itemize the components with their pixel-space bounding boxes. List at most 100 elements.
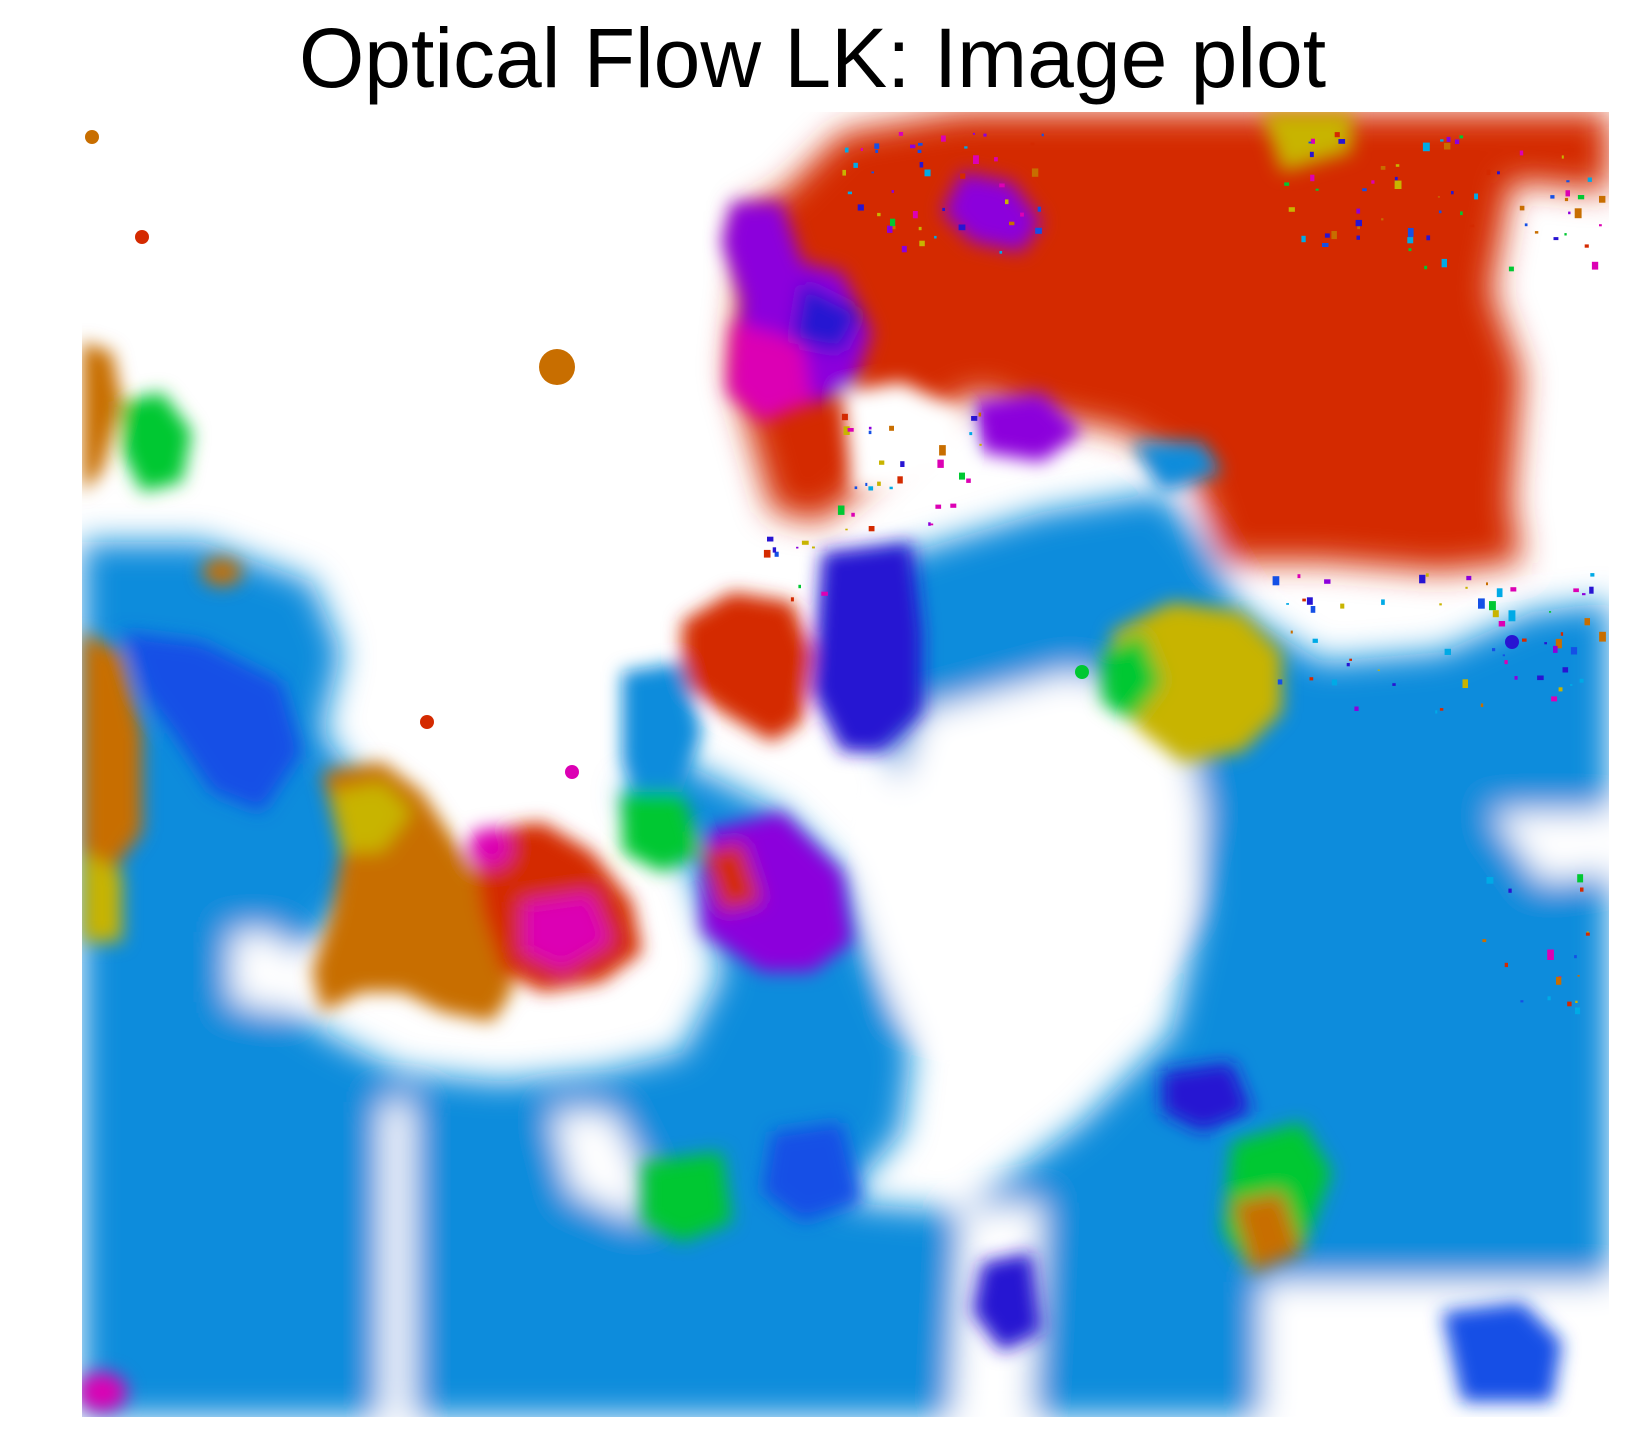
flow-speckle bbox=[860, 148, 863, 151]
flow-region-indigo-spot bbox=[792, 282, 862, 352]
flow-speckle bbox=[1315, 188, 1319, 191]
flow-speckle bbox=[1478, 598, 1485, 609]
flow-speckle bbox=[958, 224, 966, 231]
flow-speckle bbox=[1277, 679, 1283, 685]
flow-speckle bbox=[937, 459, 944, 468]
flow-speckle bbox=[1474, 193, 1478, 200]
flow-speckle bbox=[851, 512, 855, 517]
flow-region-left-blue bbox=[122, 632, 302, 812]
flow-dot bbox=[85, 130, 99, 144]
flow-speckle bbox=[1284, 182, 1290, 186]
flow-speckle bbox=[917, 149, 922, 153]
flow-speckle bbox=[772, 547, 777, 553]
flow-speckle bbox=[1035, 227, 1042, 234]
flow-speckle bbox=[1308, 141, 1312, 144]
flow-speckle bbox=[1357, 226, 1360, 230]
flow-speckle bbox=[889, 425, 894, 431]
flow-speckle bbox=[877, 212, 881, 217]
flow-speckle bbox=[1309, 151, 1314, 158]
flow-region-right-yellow bbox=[1112, 602, 1282, 762]
flow-speckle bbox=[1037, 206, 1041, 212]
flow-speckle bbox=[912, 211, 918, 219]
flow-speckle bbox=[843, 426, 850, 435]
flow-speckle bbox=[857, 204, 864, 211]
flow-speckle bbox=[1419, 574, 1426, 584]
no-flow-hole-top bbox=[842, 382, 962, 492]
flow-speckle bbox=[919, 162, 924, 168]
flow-speckle bbox=[845, 528, 848, 531]
flow-speckle bbox=[1324, 579, 1331, 584]
flow-speckle bbox=[1555, 638, 1562, 649]
flow-speckle bbox=[1589, 586, 1594, 594]
flow-speckle bbox=[1306, 597, 1313, 605]
flow-speckle bbox=[1574, 955, 1577, 959]
flow-speckle bbox=[1482, 939, 1487, 943]
flow-speckle bbox=[1508, 610, 1516, 622]
flow-speckle bbox=[1444, 648, 1451, 655]
flow-region-center-yellow bbox=[332, 782, 412, 852]
flow-region-left-orange-dot bbox=[202, 558, 242, 586]
chart-title: Optical Flow LK: Image plot bbox=[298, 11, 1327, 105]
flow-speckle bbox=[900, 461, 905, 467]
flow-speckle bbox=[1437, 196, 1440, 198]
flow-speckle bbox=[821, 591, 828, 596]
flow-speckle bbox=[1599, 631, 1606, 642]
no-flow-hole-center bbox=[882, 672, 1202, 1032]
flow-speckle bbox=[1310, 174, 1315, 182]
flow-speckle bbox=[1462, 679, 1468, 688]
flow-speckle bbox=[1553, 645, 1558, 653]
flow-speckle bbox=[1561, 155, 1564, 159]
flow-speckle bbox=[1553, 237, 1559, 241]
flow-speckle bbox=[847, 428, 854, 432]
flow-speckle bbox=[1377, 669, 1380, 671]
flow-speckle bbox=[1547, 996, 1551, 1001]
flow-speckle bbox=[1334, 132, 1340, 138]
flow-speckle bbox=[994, 157, 998, 162]
flow-speckle bbox=[1466, 575, 1472, 581]
flow-speckle bbox=[1380, 166, 1386, 170]
flow-speckle bbox=[1030, 142, 1035, 146]
flow-region-mid-blue bbox=[622, 662, 702, 812]
flow-dot bbox=[1505, 635, 1519, 649]
flow-speckle bbox=[964, 146, 968, 149]
flow-speckle bbox=[1574, 208, 1582, 219]
flow-speckle bbox=[1522, 638, 1527, 642]
flow-speckle bbox=[1424, 265, 1428, 270]
flow-speckle bbox=[1312, 638, 1318, 643]
flow-speckle bbox=[1441, 258, 1447, 268]
flow-speckle bbox=[889, 486, 893, 490]
flow-speckle bbox=[960, 173, 966, 179]
flow-speckle bbox=[1502, 654, 1505, 657]
flow-speckle bbox=[868, 426, 872, 430]
flow-speckle bbox=[877, 481, 881, 486]
flow-speckle bbox=[1549, 611, 1552, 613]
flow-speckle bbox=[1439, 603, 1442, 606]
flow-speckle bbox=[1577, 975, 1580, 977]
flow-region-magenta-cluster bbox=[727, 322, 812, 422]
flow-speckle bbox=[1570, 684, 1573, 686]
flow-speckle bbox=[1504, 660, 1508, 665]
flow-speckle bbox=[1459, 135, 1464, 139]
flow-speckle bbox=[796, 546, 799, 549]
flow-speckle bbox=[871, 171, 874, 174]
flow-speckle bbox=[879, 460, 885, 465]
flow-speckle bbox=[842, 169, 846, 176]
flow-speckle bbox=[1407, 228, 1414, 237]
flow-region-central-red-dot bbox=[702, 842, 762, 912]
flow-speckle bbox=[1356, 235, 1360, 240]
flow-speckle bbox=[1290, 630, 1293, 634]
flow-speckle bbox=[1422, 142, 1430, 152]
flow-speckle bbox=[801, 540, 809, 545]
flow-speckle bbox=[891, 190, 894, 193]
flow-speckle bbox=[1465, 586, 1468, 589]
flow-speckle bbox=[1316, 198, 1321, 205]
flow-dot bbox=[539, 349, 575, 385]
flow-speckle bbox=[790, 597, 794, 602]
flow-speckle bbox=[1301, 235, 1306, 243]
flow-speckle bbox=[928, 522, 931, 526]
flow-speckle bbox=[999, 251, 1003, 254]
flow-region-bottom-right-orange bbox=[1232, 1192, 1302, 1272]
flow-speckle bbox=[1020, 212, 1024, 217]
flow-speckle bbox=[847, 191, 852, 195]
flow-speckle bbox=[979, 443, 982, 446]
